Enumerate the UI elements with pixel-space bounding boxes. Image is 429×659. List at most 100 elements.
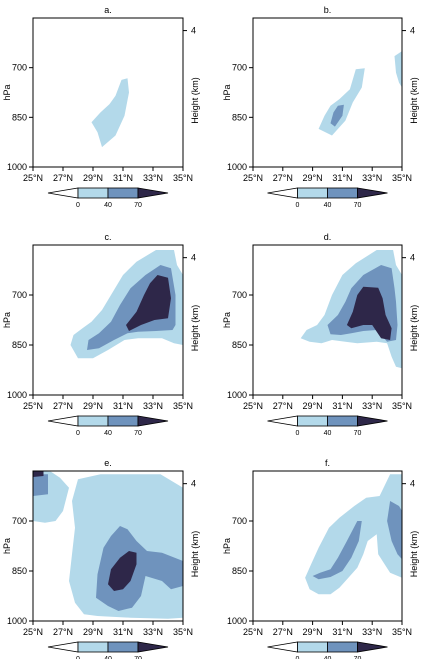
panel-5-ytick-label-0: 700 [232, 516, 247, 526]
panel-1-frame [252, 17, 403, 168]
panel-0-xtick-label-2: 29°N [83, 173, 103, 183]
panel-5-y2label: Height (km) [409, 531, 419, 578]
panel-0-xtick-label-0: 25°N [23, 173, 43, 183]
panel-4-colorbar-label-0: 0 [76, 656, 80, 659]
panel-1-xtick-label-3: 31°N [332, 173, 352, 183]
panel-5-xtick-label-4: 33°N [362, 627, 382, 637]
panel-4-colorbar-label-1: 40 [104, 656, 112, 659]
panel-0-colorbar-bin-0 [77, 187, 109, 199]
panel-3-xtick-label-1: 27°N [273, 401, 293, 411]
panel-1-colorbar-high [357, 187, 388, 199]
panel-1-xtick-label-5: 35°N [392, 173, 412, 183]
panel-2-colorbar-label-2: 70 [134, 430, 142, 437]
panel-0-colorbar-high [137, 187, 169, 199]
panel-5-colorbar-bin-0 [297, 641, 328, 653]
panel-1-y2label: Height (km) [409, 77, 419, 124]
panel-5-colorbar-bin-40 [327, 641, 358, 653]
panel-1-colorbar-label-0: 0 [296, 202, 300, 209]
panel-0-title: a. [104, 5, 112, 15]
panel-2-y2label: Height (km) [190, 305, 200, 352]
panel-0-colorbar-label-1: 40 [104, 202, 112, 209]
panel-1-contour-0-0 [318, 68, 365, 136]
panel-1-colorbar-label-2: 70 [354, 202, 362, 209]
panel-4-frame [32, 470, 184, 622]
panel-2-xtick-label-3: 31°N [113, 401, 133, 411]
panel-4-y2label: Height (km) [190, 531, 200, 578]
panel-1-colorbar-label-1: 40 [324, 202, 332, 209]
panel-4-ytick-label-0: 700 [12, 516, 27, 526]
panel-2-xtick-label-2: 29°N [83, 401, 103, 411]
panel-5-ylabel: hPa [222, 538, 232, 554]
panel-5-colorbar-label-2: 70 [354, 656, 362, 659]
panel-3-colorbar-high [357, 415, 388, 427]
panel-5-ytick-label-1: 850 [232, 566, 247, 576]
panel-0-contour-0-0 [91, 78, 129, 148]
panel-2-frame [32, 244, 184, 396]
panel-1-contour-40-2 [330, 104, 344, 127]
panel-4-colorbar-high [137, 641, 169, 653]
panel-4-title: e. [104, 458, 112, 468]
panel-4-colorbar-bin-40 [107, 641, 139, 653]
panel-2-colorbar-high [137, 415, 169, 427]
panel-1-colorbar-bin-40 [327, 187, 358, 199]
panel-5-colorbar-low [267, 641, 298, 653]
panel-4-xtick-label-5: 35°N [173, 627, 193, 637]
panel-2-ytick-label-1: 850 [12, 340, 27, 350]
panel-2-colorbar-label-1: 40 [104, 430, 112, 437]
panel-3-ytick-label-1: 850 [232, 340, 247, 350]
panel-3-colorbar-label-1: 40 [324, 430, 332, 437]
panel-2-colorbar-label-0: 0 [76, 430, 80, 437]
panel-3-colorbar-low [267, 415, 298, 427]
panel-5-colorbar-high [357, 641, 388, 653]
panel-0-y2label: Height (km) [190, 77, 200, 124]
panel-3-xtick-label-5: 35°N [392, 401, 412, 411]
panel-4-colorbar-label-2: 70 [134, 656, 142, 659]
panel-1-xtick-label-2: 29°N [303, 173, 323, 183]
panel-0-colorbar-bin-40 [107, 187, 139, 199]
panel-2-colorbar-bin-0 [77, 415, 109, 427]
panel-1-xtick-label-1: 27°N [273, 173, 293, 183]
panel-3-xtick-label-2: 29°N [303, 401, 323, 411]
panel-2-contour-70-2 [126, 275, 171, 331]
panel-3-title: d. [324, 232, 332, 242]
panel-4-colorbar-low [47, 641, 79, 653]
panel-4-xtick-label-4: 33°N [143, 627, 163, 637]
panel-3-ytick-label-2: 1000 [227, 390, 247, 400]
panel-2-ylabel: hPa [2, 312, 12, 328]
panel-3-colorbar-bin-40 [327, 415, 358, 427]
panel-0-ytick-label-1: 850 [12, 112, 27, 122]
panel-2-xtick-label-0: 25°N [23, 401, 43, 411]
panel-1-y2tick-label: 4 [410, 26, 415, 36]
panel-1-ylabel: hPa [222, 84, 232, 100]
panel-1-ytick-label-2: 1000 [227, 162, 247, 172]
panel-3-contour-70-2 [346, 286, 392, 340]
panel-0-ytick-label-0: 700 [12, 63, 27, 73]
panel-1-xtick-label-0: 25°N [243, 173, 263, 183]
panel-5-colorbar-label-1: 40 [324, 656, 332, 659]
panel-3-xtick-label-3: 31°N [332, 401, 352, 411]
panel-2-title: c. [104, 232, 111, 242]
panel-0-colorbar-label-2: 70 [134, 202, 142, 209]
panel-4-xtick-label-0: 25°N [23, 627, 43, 637]
panel-4-xtick-label-2: 29°N [83, 627, 103, 637]
panel-5-xtick-label-5: 35°N [392, 627, 412, 637]
panel-2-ytick-label-0: 700 [12, 290, 27, 300]
panel-4-y2tick-label: 4 [191, 479, 196, 489]
panel-3-y2label: Height (km) [409, 305, 419, 352]
panel-2-xtick-label-1: 27°N [53, 401, 73, 411]
panel-1-ytick-label-1: 850 [232, 112, 247, 122]
panel-0-colorbar-label-0: 0 [76, 202, 80, 209]
panel-0-xtick-label-3: 31°N [113, 173, 133, 183]
panel-0-xtick-label-4: 33°N [143, 173, 163, 183]
panel-5-contour-40-1 [312, 521, 362, 580]
panel-2-colorbar-low [47, 415, 79, 427]
panel-5-xtick-label-2: 29°N [303, 627, 323, 637]
panel-0-xtick-label-1: 27°N [53, 173, 73, 183]
panel-1-ytick-label-0: 700 [232, 63, 247, 73]
panel-3-colorbar-bin-0 [297, 415, 328, 427]
panel-3-y2tick-label: 4 [410, 253, 415, 263]
panel-3-frame [252, 244, 403, 396]
panel-5-colorbar-label-0: 0 [296, 656, 300, 659]
panel-5-title: f. [325, 458, 330, 468]
